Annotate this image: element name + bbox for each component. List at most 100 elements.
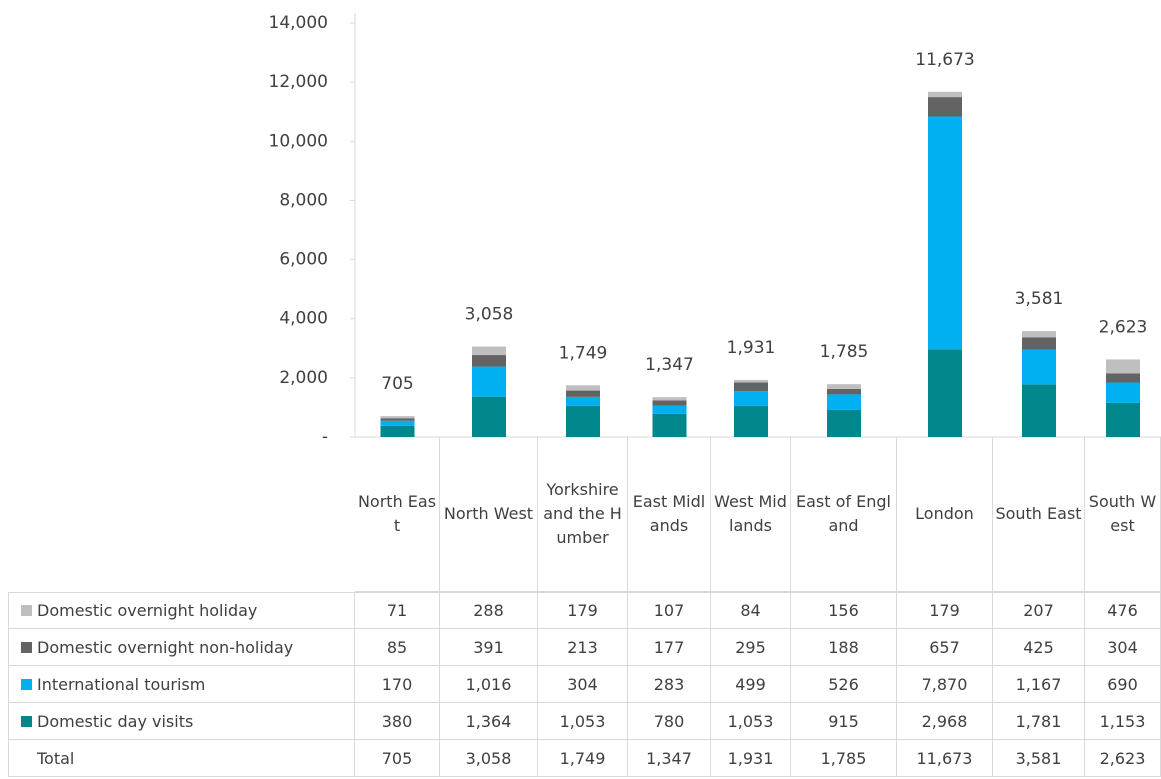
- table-cell: 1,016: [440, 666, 538, 703]
- table-cell: 1,785: [791, 740, 897, 777]
- bar-segment: [652, 400, 687, 406]
- total-label: 3,058: [465, 305, 514, 325]
- bar-segment: [734, 405, 768, 437]
- bar-segment: [734, 382, 768, 392]
- bar-segment: [1022, 331, 1056, 338]
- bar-segment: [566, 385, 600, 391]
- table-cell: 425: [993, 629, 1085, 666]
- total-label: 1,931: [727, 338, 776, 358]
- legend-label: International tourism: [37, 674, 206, 694]
- table-cell: 170: [355, 666, 440, 703]
- legend-label: Domestic day visits: [37, 711, 194, 731]
- bar-segment: [472, 396, 506, 437]
- table-cell: 1,931: [711, 740, 791, 777]
- legend-swatch: [21, 678, 32, 690]
- y-tick-label: 8,000: [279, 190, 328, 210]
- table-cell: 207: [993, 592, 1085, 629]
- bar-segment: [1106, 402, 1140, 437]
- table-cell: 657: [897, 629, 993, 666]
- bar-segment: [734, 379, 768, 383]
- category-label: East of England: [791, 437, 897, 592]
- category-label: North West: [440, 437, 538, 592]
- table-cell: 1,153: [1085, 703, 1161, 740]
- bar-segment: [566, 390, 600, 397]
- table-cell: 156: [791, 592, 897, 629]
- table-cell: 3,581: [993, 740, 1085, 777]
- y-tick-label: 4,000: [279, 309, 328, 329]
- bar-segment: [566, 405, 600, 437]
- y-tick-label: 10,000: [269, 131, 328, 151]
- category-label: West Midlands: [711, 437, 791, 592]
- bar-segment: [380, 418, 415, 421]
- table-cell: 84: [711, 592, 791, 629]
- bar-segment: [928, 91, 962, 98]
- y-tick-label: 2,000: [279, 368, 328, 388]
- legend-swatch: [21, 641, 32, 653]
- table-cell: 7,870: [897, 666, 993, 703]
- table-cell: 915: [791, 703, 897, 740]
- table-cell: 304: [538, 666, 628, 703]
- bar-segment: [472, 346, 506, 356]
- bar-segment: [1106, 373, 1140, 383]
- table-cell: 1,167: [993, 666, 1085, 703]
- y-tick-label: -: [322, 427, 328, 447]
- table-cell: 1,781: [993, 703, 1085, 740]
- bar-segment: [827, 409, 861, 437]
- table-cell: 304: [1085, 629, 1161, 666]
- table-cell: 288: [440, 592, 538, 629]
- bar-segment: [1022, 384, 1056, 437]
- bar-segment: [1106, 359, 1140, 374]
- table-cell: 2,968: [897, 703, 993, 740]
- bar-segment: [1022, 337, 1056, 350]
- bar-segment: [472, 355, 506, 367]
- legend-swatch: [21, 715, 32, 727]
- category-label: East Midlands: [628, 437, 711, 592]
- table-cell: 391: [440, 629, 538, 666]
- table-cell: 476: [1085, 592, 1161, 629]
- category-label: North East: [355, 437, 440, 592]
- table-cell: 499: [711, 666, 791, 703]
- table-cell: 1,347: [628, 740, 711, 777]
- bar-segment: [472, 366, 506, 397]
- row-label: Domestic overnight non-holiday: [8, 629, 355, 666]
- row-label: Domestic overnight holiday: [8, 592, 355, 629]
- row-label: International tourism: [8, 666, 355, 703]
- table-cell: 283: [628, 666, 711, 703]
- table-cell: 380: [355, 703, 440, 740]
- table-cell: 188: [791, 629, 897, 666]
- table-cell: 1,053: [711, 703, 791, 740]
- bar-segment: [380, 425, 415, 437]
- total-label: 11,673: [915, 50, 974, 70]
- total-label: 3,581: [1015, 289, 1064, 309]
- table-cell: 3,058: [440, 740, 538, 777]
- bar-segment: [652, 397, 687, 401]
- bar-segment: [380, 420, 415, 426]
- category-label: South West: [1085, 437, 1161, 592]
- legend-label: Total: [37, 748, 75, 768]
- row-label: Domestic day visits: [8, 703, 355, 740]
- bar-segment: [827, 384, 861, 389]
- legend-label: Domestic overnight holiday: [37, 601, 258, 620]
- total-label: 2,623: [1099, 317, 1148, 337]
- bar-segment: [827, 394, 861, 410]
- table-cell: 1,749: [538, 740, 628, 777]
- legend-swatch: [21, 605, 32, 616]
- bar-segment: [827, 388, 861, 395]
- category-label: London: [897, 437, 993, 592]
- table-cell: 85: [355, 629, 440, 666]
- table-cell: 1,364: [440, 703, 538, 740]
- table-cell: 2,623: [1085, 740, 1161, 777]
- bar-segment: [652, 405, 687, 414]
- table-cell: 179: [538, 592, 628, 629]
- y-tick-label: 14,000: [269, 13, 328, 33]
- total-label: 1,749: [559, 343, 608, 363]
- bar-segment: [734, 391, 768, 406]
- table-cell: 177: [628, 629, 711, 666]
- total-label: 1,347: [645, 355, 694, 375]
- bar-segment: [566, 396, 600, 406]
- y-tick-label: 6,000: [279, 250, 328, 270]
- row-label: Total: [8, 740, 355, 777]
- bar-segment: [1022, 349, 1056, 385]
- bar-segment: [1106, 382, 1140, 403]
